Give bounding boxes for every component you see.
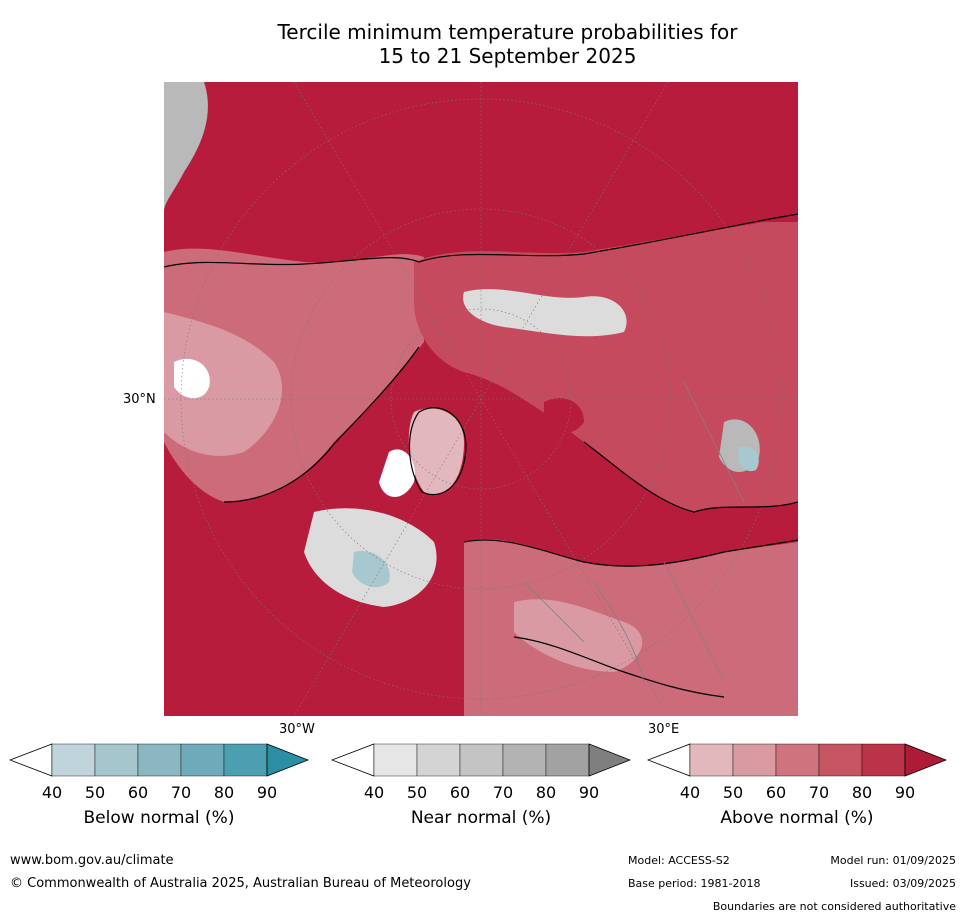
tick-below-50: 50 <box>84 783 106 802</box>
footer-copyright: © Commonwealth of Australia 2025, Austra… <box>10 876 471 891</box>
colorbar-segment <box>732 743 777 777</box>
colorbar-above-normal: 40 50 60 70 80 90 Above normal (%) <box>647 743 947 838</box>
tick-below-80: 80 <box>213 783 235 802</box>
tick-below-70: 70 <box>170 783 192 802</box>
colorbar-above-label: Above normal (%) <box>720 808 874 828</box>
colorbar-segment <box>223 743 268 777</box>
footer-issued: Issued: 03/09/2025 <box>849 877 956 890</box>
pacific-near-normal <box>164 82 208 212</box>
colorbar-segment <box>818 743 863 777</box>
footer-disclaimer: Boundaries are not considered authoritat… <box>712 900 956 913</box>
footer-model: Model: ACCESS-S2 <box>628 854 730 867</box>
country-borders <box>523 381 745 683</box>
tick-below-90: 90 <box>256 783 278 802</box>
colorbar-near-normal: 40 50 60 70 80 90 Near normal (%) <box>331 743 631 838</box>
colorbar-above-svg <box>647 743 947 777</box>
footer-url: www.bom.gov.au/climate <box>10 853 174 868</box>
longitude-label-east: 30°E <box>648 722 680 737</box>
colorbar-segment <box>51 743 96 777</box>
colorbar-segment <box>416 743 461 777</box>
footer-model-run: Model run: 01/09/2025 <box>830 854 956 867</box>
colorbar-segment <box>647 743 691 777</box>
arctic-warm-core <box>544 398 584 434</box>
colorbar-segment <box>94 743 139 777</box>
map-title: Tercile minimum temperature probabilitie… <box>165 20 850 68</box>
tick-near-50: 50 <box>406 783 428 802</box>
tick-above-50: 50 <box>722 783 744 802</box>
tick-near-80: 80 <box>535 783 557 802</box>
colorbar-segment <box>9 743 53 777</box>
tick-near-60: 60 <box>449 783 471 802</box>
coastlines <box>164 213 798 698</box>
title-line-1: Tercile minimum temperature probabilitie… <box>277 20 738 44</box>
colorbar-below-label: Below normal (%) <box>83 808 235 828</box>
tick-below-60: 60 <box>127 783 149 802</box>
colorbar-segment <box>904 743 947 777</box>
arctic-near-normal <box>463 289 627 337</box>
colorbar-segment <box>266 743 309 777</box>
colorbar-segment <box>331 743 375 777</box>
tick-above-90: 90 <box>894 783 916 802</box>
probability-map <box>164 82 798 716</box>
asia-below-normal <box>738 446 759 472</box>
tick-above-80: 80 <box>851 783 873 802</box>
colorbar-segment <box>775 743 820 777</box>
colorbar-below-svg <box>9 743 309 777</box>
tick-near-70: 70 <box>492 783 514 802</box>
map-svg <box>164 82 798 716</box>
colorbar-segment <box>588 743 631 777</box>
colorbar-segment <box>689 743 734 777</box>
title-line-2: 15 to 21 September 2025 <box>378 44 637 68</box>
footer-base-period: Base period: 1981-2018 <box>628 877 761 890</box>
tick-below-40: 40 <box>41 783 63 802</box>
greenland-white <box>379 449 415 497</box>
near-normal-patch-1 <box>174 358 210 399</box>
colorbar-near-svg <box>331 743 631 777</box>
colorbar-segment <box>137 743 182 777</box>
tick-near-90: 90 <box>578 783 600 802</box>
tick-above-60: 60 <box>765 783 787 802</box>
colorbar-segment <box>373 743 418 777</box>
colorbar-segment <box>861 743 906 777</box>
colorbar-near-label: Near normal (%) <box>410 808 552 828</box>
colorbar-below-normal: 40 50 60 70 80 90 Below normal (%) <box>9 743 309 838</box>
colorbar-segment <box>459 743 504 777</box>
colorbar-segment <box>180 743 225 777</box>
tick-above-70: 70 <box>808 783 830 802</box>
longitude-label-west: 30°W <box>279 722 315 737</box>
greenland-zone <box>408 408 464 495</box>
tick-above-40: 40 <box>679 783 701 802</box>
latitude-label: 30°N <box>123 392 156 407</box>
north-america-light-zone <box>164 312 283 456</box>
tick-near-40: 40 <box>363 783 385 802</box>
colorbar-segment <box>502 743 547 777</box>
colorbar-segment <box>545 743 590 777</box>
